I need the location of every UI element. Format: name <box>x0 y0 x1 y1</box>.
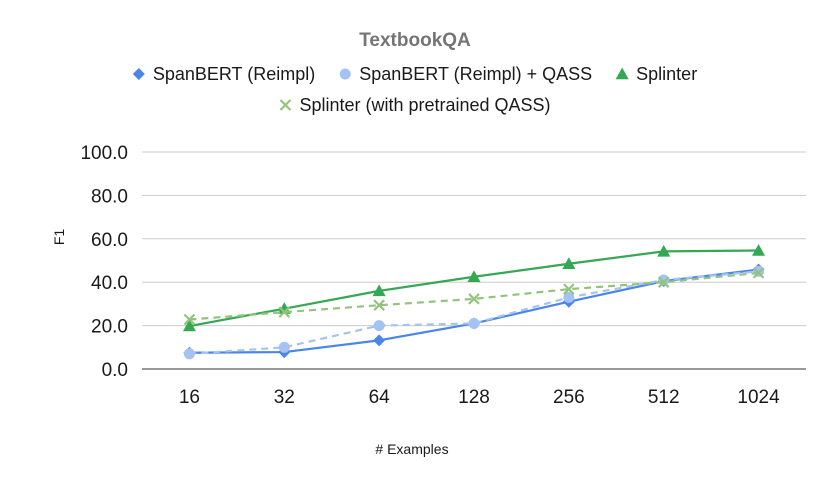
data-point <box>562 257 576 269</box>
legend-marker <box>279 99 292 111</box>
legend-item-spanbert-reimpl: SpanBERT (Reimpl) <box>132 64 315 84</box>
x-tick-label: 128 <box>458 387 490 408</box>
data-point <box>182 319 196 332</box>
data-point <box>658 274 670 286</box>
y-tick-label: 60.0 <box>91 230 128 251</box>
legend-label: SpanBERT (Reimpl) <box>153 64 315 84</box>
legend-label: SpanBERT (Reimpl) + QASS <box>359 64 592 84</box>
x-tick-label: 16 <box>179 387 200 408</box>
series-line <box>189 249 759 328</box>
data-point <box>278 341 290 353</box>
x-axis-ticks: 16 32 64 128 256 512 1024 <box>179 387 780 408</box>
data-point <box>373 334 386 347</box>
data-point <box>657 276 670 288</box>
legend-item-splinter-with-pretrained-qass: Splinter (with pretrained QASS) <box>279 95 551 115</box>
legend-marker <box>615 67 629 80</box>
data-point <box>183 313 196 326</box>
data-point <box>563 291 575 303</box>
data-point <box>752 267 765 279</box>
x-axis-label: # Examples <box>375 441 448 457</box>
y-axis-ticks: 0.0 20.0 40.0 60.0 80.0 100.0 <box>80 143 128 381</box>
series-group <box>182 244 766 360</box>
data-point <box>373 320 385 332</box>
gridlines <box>142 151 806 370</box>
x-tick-label: 512 <box>648 387 680 408</box>
legend-item-splinter: Splinter <box>615 64 697 84</box>
x-tick-label: 1024 <box>737 387 780 408</box>
legend-marker <box>339 68 351 80</box>
x-tick-label: 256 <box>553 387 585 408</box>
data-point <box>467 270 481 282</box>
data-point <box>183 348 195 360</box>
data-point <box>468 317 480 329</box>
legend-marker <box>132 68 145 80</box>
chart-title: TextbookQA <box>359 30 471 51</box>
y-tick-label: 80.0 <box>91 186 128 207</box>
data-point <box>372 284 386 297</box>
data-point <box>657 244 671 257</box>
series-splinter <box>182 244 766 332</box>
legend-label: Splinter (with pretrained QASS) <box>299 95 550 115</box>
y-axis-label: F1 <box>51 229 67 246</box>
data-point <box>278 306 291 318</box>
y-tick-label: 0.0 <box>102 360 128 381</box>
data-point <box>468 293 480 305</box>
legend: SpanBERT (Reimpl) SpanBERT (Reimpl) + QAS… <box>132 64 697 115</box>
data-point <box>563 283 575 295</box>
series-splinter-with-pretrained-qass <box>183 267 765 326</box>
data-point <box>373 299 385 311</box>
data-point <box>752 244 766 256</box>
x-tick-label: 64 <box>369 387 391 408</box>
y-tick-label: 20.0 <box>91 317 128 338</box>
y-tick-label: 100.0 <box>80 143 128 164</box>
legend-item-spanbert-reimpl-qass: SpanBERT (Reimpl) + QASS <box>339 64 592 84</box>
x-tick-label: 32 <box>274 387 295 408</box>
y-tick-label: 40.0 <box>91 273 128 294</box>
legend-label: Splinter <box>636 64 697 84</box>
